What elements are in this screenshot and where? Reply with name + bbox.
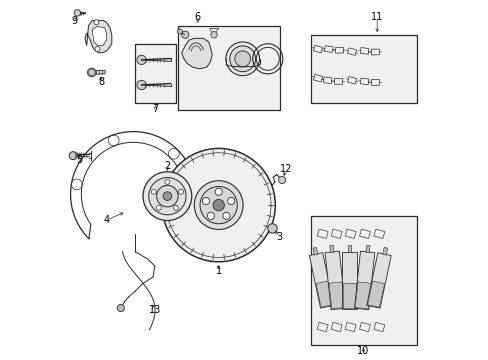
Bar [345,322,355,332]
Bar [330,322,342,332]
Polygon shape [92,27,106,45]
Polygon shape [93,70,105,74]
Circle shape [69,152,77,159]
Circle shape [267,224,277,233]
Bar [334,78,342,84]
Bar [373,229,384,238]
Circle shape [151,189,156,194]
Bar [342,252,356,309]
Bar [347,48,356,55]
Circle shape [234,51,250,67]
Circle shape [164,179,169,184]
Bar [371,49,379,55]
Circle shape [215,188,222,195]
Bar [347,77,356,84]
Bar [359,229,370,238]
Bar [329,245,333,253]
Circle shape [94,20,99,25]
Circle shape [278,176,285,184]
Circle shape [95,46,100,51]
Bar [343,283,355,309]
Polygon shape [182,39,212,69]
Circle shape [117,305,124,312]
Bar [323,77,331,84]
Circle shape [74,10,81,16]
Text: 3: 3 [276,232,282,242]
Text: 11: 11 [370,12,383,22]
Circle shape [156,205,161,210]
Text: 8: 8 [98,77,104,87]
Bar [328,282,344,309]
Circle shape [177,29,182,34]
Bar [345,229,355,238]
Bar [382,247,387,255]
Bar [359,322,370,332]
Bar [313,75,322,82]
Text: 4: 4 [103,215,109,225]
Text: 13: 13 [148,305,161,315]
Circle shape [137,80,146,90]
Bar [367,281,384,307]
Circle shape [178,189,183,194]
Bar [315,281,332,307]
Polygon shape [85,21,112,53]
Bar [317,229,327,238]
Bar [347,245,351,252]
Circle shape [225,42,259,76]
Bar [313,45,322,53]
Bar [135,44,176,103]
Bar [310,216,416,345]
Bar [310,35,416,103]
Text: 10: 10 [357,346,369,356]
Bar [360,48,368,54]
Circle shape [227,197,234,204]
Bar [365,245,369,253]
Circle shape [200,186,237,224]
Bar [317,322,327,332]
Text: 12: 12 [279,164,291,174]
Bar [324,46,332,53]
Circle shape [142,172,191,221]
Circle shape [182,31,188,39]
Bar [373,322,384,332]
Circle shape [163,192,171,201]
Bar [330,229,342,238]
Bar [371,80,379,85]
Circle shape [87,68,96,77]
Bar [355,282,370,309]
Text: 1: 1 [215,266,221,276]
Bar [309,253,333,308]
Text: 7: 7 [152,104,159,114]
Circle shape [202,197,209,204]
Text: 6: 6 [194,12,201,22]
Bar [366,253,390,308]
Bar [354,251,374,310]
Text: 2: 2 [164,161,170,171]
Bar [312,247,317,255]
Circle shape [207,212,214,220]
Circle shape [229,46,255,72]
Circle shape [162,148,275,262]
Circle shape [210,32,217,38]
Circle shape [223,212,229,220]
Circle shape [156,185,178,207]
Bar [178,26,280,110]
Circle shape [173,205,178,210]
Circle shape [137,55,146,64]
Bar [360,78,368,85]
Circle shape [148,177,185,215]
Text: 5: 5 [76,155,82,165]
Circle shape [212,199,224,211]
Text: 9: 9 [71,16,77,26]
Bar [325,251,345,310]
Circle shape [194,181,243,229]
Bar [335,47,343,53]
